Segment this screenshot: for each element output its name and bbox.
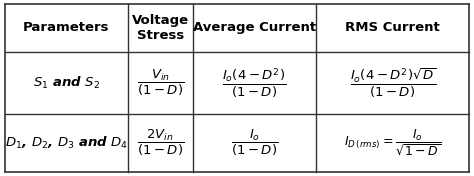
Text: $\dfrac{I_o}{(1-D)}$: $\dfrac{I_o}{(1-D)}$ [231,128,278,158]
Text: Voltage
Stress: Voltage Stress [132,14,189,42]
Text: RMS Current: RMS Current [345,21,440,34]
Text: $\dfrac{V_{in}}{(1-D)}$: $\dfrac{V_{in}}{(1-D)}$ [137,68,184,98]
Text: $\dfrac{I_o(4-D^2)\sqrt{D}}{(1-D)}$: $\dfrac{I_o(4-D^2)\sqrt{D}}{(1-D)}$ [349,66,436,100]
Text: Parameters: Parameters [23,21,109,34]
Text: $\dfrac{2V_{in}}{(1-D)}$: $\dfrac{2V_{in}}{(1-D)}$ [137,128,184,158]
Text: $D_1$, $D_2$, $D_3$ and $D_4$: $D_1$, $D_2$, $D_3$ and $D_4$ [5,135,128,151]
Text: $S_1$ and $S_2$: $S_1$ and $S_2$ [33,75,100,91]
Text: $\dfrac{I_o(4-D^2)}{(1-D)}$: $\dfrac{I_o(4-D^2)}{(1-D)}$ [222,66,287,100]
Text: Average Current: Average Current [193,21,316,34]
Text: $I_{D\,(rms)} = \dfrac{I_o}{\sqrt{1-D}}$: $I_{D\,(rms)} = \dfrac{I_o}{\sqrt{1-D}}$ [344,128,441,158]
